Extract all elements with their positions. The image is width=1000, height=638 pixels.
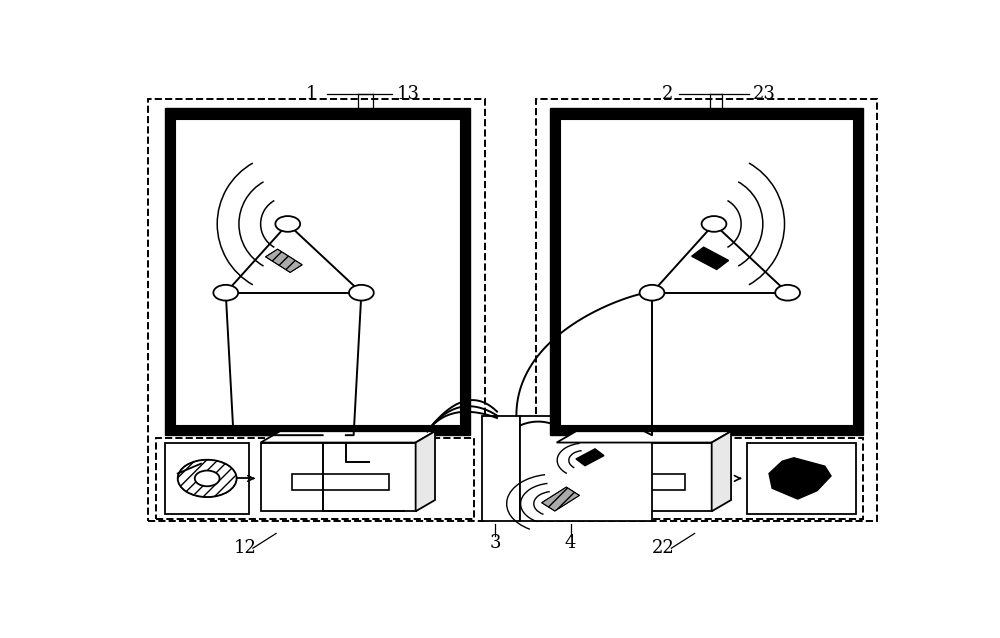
Polygon shape — [292, 475, 388, 490]
Polygon shape — [557, 443, 712, 511]
Circle shape — [213, 285, 238, 300]
Circle shape — [640, 285, 664, 300]
Polygon shape — [165, 443, 249, 514]
Polygon shape — [520, 415, 652, 521]
Polygon shape — [692, 247, 729, 269]
Polygon shape — [747, 443, 856, 514]
Polygon shape — [261, 431, 435, 443]
Polygon shape — [557, 431, 731, 443]
Polygon shape — [712, 431, 731, 511]
Polygon shape — [560, 119, 853, 425]
Text: L: L — [293, 205, 305, 223]
Text: 23: 23 — [753, 85, 776, 103]
Polygon shape — [261, 443, 416, 511]
Polygon shape — [482, 415, 520, 521]
Polygon shape — [588, 475, 685, 490]
Text: 12: 12 — [234, 539, 257, 557]
Polygon shape — [165, 108, 470, 435]
Circle shape — [178, 460, 237, 497]
Circle shape — [275, 216, 300, 232]
Polygon shape — [550, 108, 863, 435]
Polygon shape — [416, 431, 435, 511]
Text: 1: 1 — [305, 85, 317, 103]
Circle shape — [195, 471, 220, 486]
Polygon shape — [175, 119, 460, 425]
Text: 4: 4 — [565, 534, 576, 553]
Text: 11: 11 — [203, 345, 226, 363]
Text: 3: 3 — [490, 534, 501, 553]
Polygon shape — [576, 449, 604, 466]
Text: D: D — [633, 205, 648, 223]
Text: 22: 22 — [652, 539, 675, 557]
Circle shape — [702, 216, 726, 232]
Text: 21: 21 — [590, 345, 613, 363]
Polygon shape — [542, 487, 579, 511]
Circle shape — [349, 285, 374, 300]
Text: 13: 13 — [396, 85, 419, 103]
Circle shape — [775, 285, 800, 300]
Text: 2: 2 — [662, 85, 673, 103]
Polygon shape — [266, 249, 302, 272]
Polygon shape — [769, 458, 831, 499]
